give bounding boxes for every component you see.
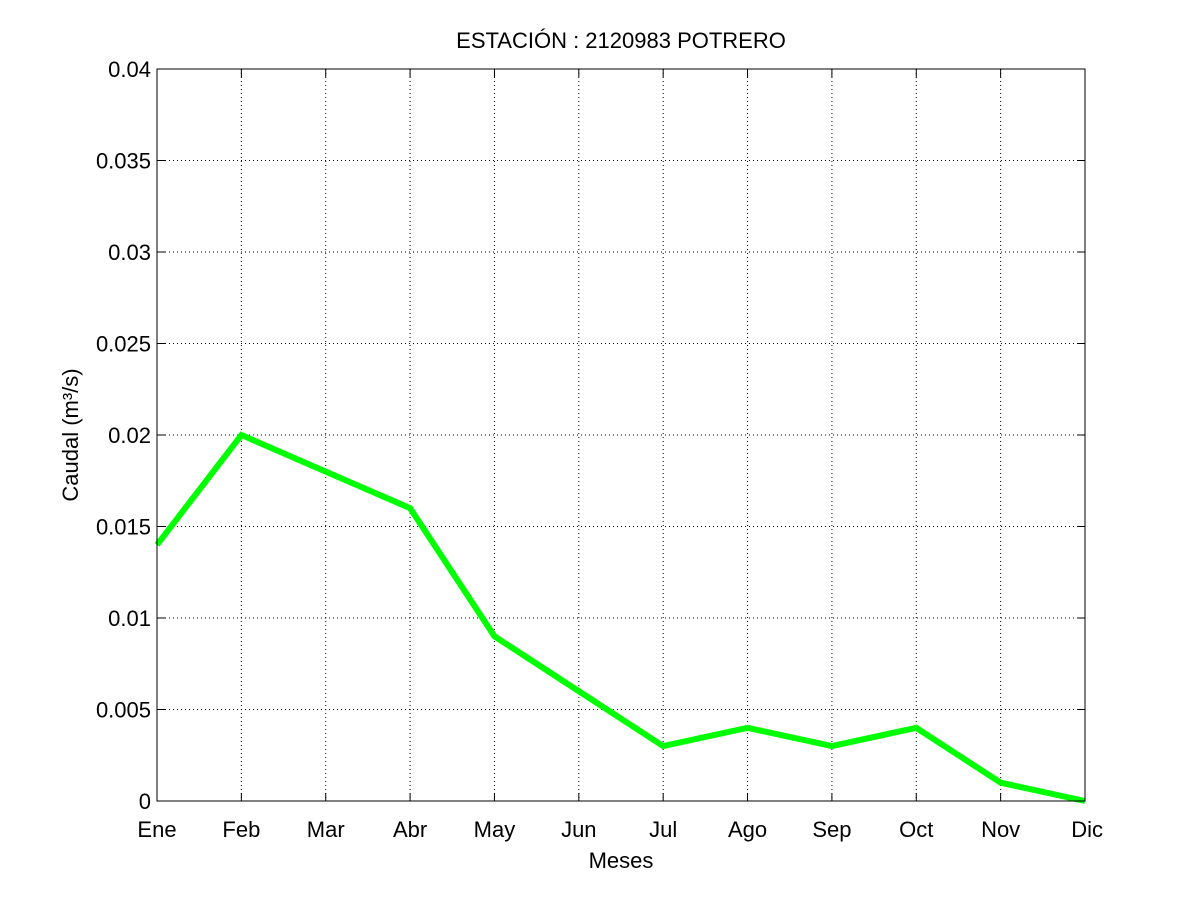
x-tick-label: Abr (393, 817, 427, 842)
x-tick-label: Mar (307, 817, 345, 842)
x-tick-label: Feb (222, 817, 260, 842)
x-tick-label: Ene (137, 817, 176, 842)
y-tick-label: 0.015 (96, 515, 151, 540)
x-tick-label: Sep (812, 817, 851, 842)
x-tick-label: Ago (728, 817, 767, 842)
y-tick-label: 0.04 (108, 57, 151, 82)
x-tick-label: Jul (649, 817, 677, 842)
series-line (154, 431, 1086, 804)
y-tick-label: 0.02 (108, 423, 151, 448)
y-tick-labels: 0 0.005 0.01 0.015 0.02 0.025 0.03 0.035 0.04 (96, 57, 151, 814)
y-axis-label: Caudal (m³/s) (58, 368, 83, 501)
x-axis-label: Meses (589, 848, 654, 873)
x-tick-label: May (474, 817, 516, 842)
x-tick-label: Nov (981, 817, 1020, 842)
y-tick-label: 0.01 (108, 606, 151, 631)
y-tick-label: 0.03 (108, 240, 151, 265)
y-tick-label: 0 (139, 789, 151, 814)
plot-frame (156, 68, 1086, 802)
x-tick-label: Oct (899, 817, 933, 842)
x-tick-label: Jun (561, 817, 596, 842)
grid-lines (157, 69, 1085, 801)
x-tick-label: Dic (1071, 817, 1103, 842)
y-tick-label: 0.025 (96, 332, 151, 357)
y-tick-label: 0.005 (96, 698, 151, 723)
y-tick-label: 0.035 (96, 149, 151, 174)
chart-title: ESTACIÓN : 2120983 POTRERO (456, 28, 786, 53)
x-tick-labels: Ene Feb Mar Abr May Jun Jul Ago Sep Oct Nov Dic (137, 817, 1103, 842)
